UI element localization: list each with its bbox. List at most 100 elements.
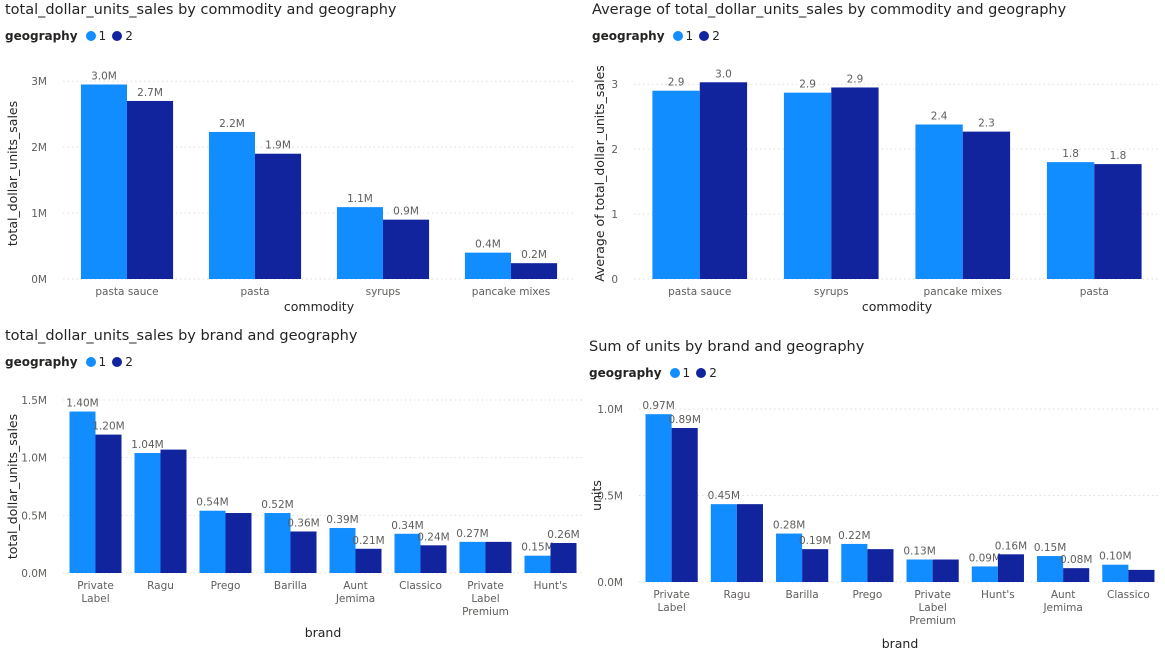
bar-series-1[interactable] <box>776 533 803 582</box>
y-tick-label: 1 <box>611 209 618 221</box>
y-tick-label: 0 <box>611 274 618 286</box>
x-tick-label: syrups <box>366 286 401 298</box>
bar-series-1[interactable] <box>80 84 127 279</box>
bar-series-2[interactable] <box>511 263 558 279</box>
bar-series-2[interactable] <box>127 100 174 279</box>
bar-series-1[interactable] <box>208 131 255 279</box>
x-tick-label: Hunt's <box>534 580 568 592</box>
data-label: 3.0 <box>715 68 732 80</box>
bar-series-1[interactable] <box>459 541 486 573</box>
data-label: 0.15M <box>521 542 553 554</box>
legend-label: 2 <box>712 29 720 43</box>
bar-series-2[interactable] <box>420 545 447 573</box>
bar-series-2[interactable] <box>932 559 959 582</box>
bar-series-2[interactable] <box>290 531 317 573</box>
data-label: 1.8 <box>1110 150 1127 162</box>
y-tick-label: 1.0M <box>21 453 47 465</box>
bar-series-1[interactable] <box>329 528 356 573</box>
bar-series-1[interactable] <box>915 124 963 279</box>
bar-series-2[interactable] <box>962 131 1011 279</box>
x-tick-label: Prego <box>852 589 882 601</box>
bar-series-2[interactable] <box>1128 569 1155 582</box>
bar-series-1[interactable] <box>524 555 551 573</box>
chart-title: total_dollar_units_sales by commodity an… <box>5 2 397 18</box>
chart-sales-by-commodity: total_dollar_units_sales by commodity an… <box>5 2 575 320</box>
bar-series-1[interactable] <box>1046 162 1095 279</box>
bar-series-2[interactable] <box>225 513 252 573</box>
bar-series-1[interactable] <box>971 566 998 582</box>
legend-item-1[interactable]: 1 <box>672 29 694 43</box>
legend-item-1[interactable]: 1 <box>669 366 690 380</box>
bar-series-2[interactable] <box>997 554 1024 582</box>
bar-series-1[interactable] <box>841 543 868 582</box>
data-label: 2.9 <box>799 79 816 91</box>
legend-item-1[interactable]: 1 <box>85 29 106 43</box>
bar-series-2[interactable] <box>671 428 698 582</box>
bar-series-1[interactable] <box>69 411 96 573</box>
data-label: 2.3 <box>978 118 995 130</box>
data-label: 0.34M <box>391 520 423 532</box>
bar-series-1[interactable] <box>783 92 832 279</box>
y-tick-label: 0.5M <box>21 510 47 522</box>
bar-series-2[interactable] <box>802 549 829 582</box>
bar-series-2[interactable] <box>355 548 382 573</box>
legend-item-2[interactable]: 2 <box>699 29 720 43</box>
bar-series-1[interactable] <box>199 510 226 573</box>
data-label: 0.08M <box>1060 554 1092 566</box>
legend-item-1[interactable]: 1 <box>85 355 106 369</box>
bar-series-1[interactable] <box>134 453 161 573</box>
x-tick-label: Classico <box>1107 589 1150 601</box>
bar-series-1[interactable] <box>464 252 511 279</box>
x-tick-label: pancake mixes <box>924 286 1002 298</box>
x-tick-label: Private Label <box>77 580 114 605</box>
x-tick-label: Prego <box>211 580 241 592</box>
data-label: 0.13M <box>903 546 935 558</box>
bar-series-1[interactable] <box>1102 564 1129 582</box>
bar-series-1[interactable] <box>394 533 421 573</box>
data-label: 2.9 <box>668 77 685 89</box>
x-tick-label: syrups <box>814 286 849 298</box>
bar-series-1[interactable] <box>336 207 383 279</box>
bar-series-2[interactable] <box>1094 164 1142 279</box>
legend-label: 2 <box>709 366 717 380</box>
bar-series-1[interactable] <box>906 559 933 582</box>
legend-item-2[interactable]: 2 <box>112 29 133 43</box>
y-tick-label: 3M <box>31 76 47 88</box>
x-axis-title: commodity <box>862 299 933 314</box>
legend-item-2[interactable]: 2 <box>696 366 717 380</box>
chart-title: total_dollar_units_sales by brand and ge… <box>5 328 358 344</box>
bar-series-1[interactable] <box>652 90 700 279</box>
data-label: 0.15M <box>1034 542 1066 554</box>
data-label: 0.97M <box>642 400 674 412</box>
bar-series-2[interactable] <box>699 82 748 279</box>
bar-series-1[interactable] <box>710 504 737 582</box>
legend: geography 1 2 <box>5 355 139 369</box>
y-tick-label: 0.5M <box>597 491 623 503</box>
x-tick-label: Ragu <box>723 589 750 601</box>
data-label: 0.28M <box>773 520 805 532</box>
legend-dot-icon <box>112 31 123 41</box>
bar-series-2[interactable] <box>550 543 577 573</box>
bar-series-2[interactable] <box>160 449 187 573</box>
x-tick-label: pasta sauce <box>95 286 158 298</box>
bar-series-1[interactable] <box>264 513 291 573</box>
bar-series-2[interactable] <box>255 153 302 279</box>
chart-average-sales-by-commodity: Average of total_dollar_units_sales by c… <box>592 2 1162 320</box>
bar-series-2[interactable] <box>831 87 879 279</box>
bar-series-2[interactable] <box>1063 568 1090 582</box>
bar-series-2[interactable] <box>95 434 122 573</box>
chart-svg: 0.0M 0.5M 1.0M units 0.97M 0.89M Private Label 0… <box>589 400 1161 651</box>
y-tick-label: 1.0M <box>597 404 623 416</box>
bar-series-2[interactable] <box>736 504 763 582</box>
x-tick-label: Barilla <box>786 589 819 601</box>
bar-series-1[interactable] <box>1037 556 1064 582</box>
data-label: 2.2M <box>219 118 245 130</box>
chart-svg: 0 1 2 3 Average of total_dollar_units_sales 2… <box>592 65 1160 314</box>
legend-label: 1 <box>685 29 694 43</box>
legend-dot-icon <box>669 368 680 378</box>
bar-series-1[interactable] <box>645 414 672 582</box>
legend-item-2[interactable]: 2 <box>112 355 133 369</box>
bar-series-2[interactable] <box>485 541 512 573</box>
bar-series-2[interactable] <box>383 219 430 279</box>
bar-series-2[interactable] <box>867 549 894 582</box>
